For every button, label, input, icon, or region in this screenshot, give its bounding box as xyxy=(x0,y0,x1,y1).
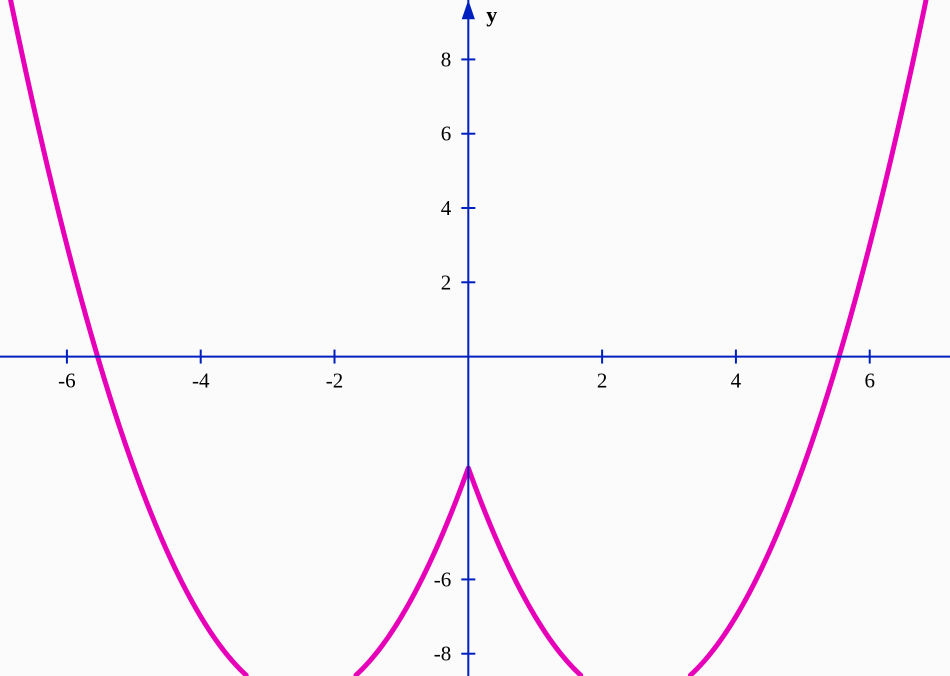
y-tick-label: -6 xyxy=(434,567,452,591)
y-tick-label: 2 xyxy=(441,270,452,294)
x-tick-label: -2 xyxy=(326,369,344,393)
function-plot: -6 -4 -2 2 4 6 -8 -6 2 4 6 8 y xyxy=(0,0,950,676)
y-tick-label: -8 xyxy=(434,642,452,666)
x-tick-label: 6 xyxy=(864,369,875,393)
y-axis-arrow xyxy=(462,0,475,19)
y-tick-label: 6 xyxy=(441,122,452,146)
y-tick-label: 8 xyxy=(441,47,452,71)
x-tick-label: -6 xyxy=(58,369,76,393)
x-tick-label: -4 xyxy=(192,369,210,393)
x-tick-label: 2 xyxy=(597,369,608,393)
y-tick-label: 4 xyxy=(441,196,452,220)
y-axis-label: y xyxy=(486,2,497,27)
x-tick-label: 4 xyxy=(731,369,742,393)
